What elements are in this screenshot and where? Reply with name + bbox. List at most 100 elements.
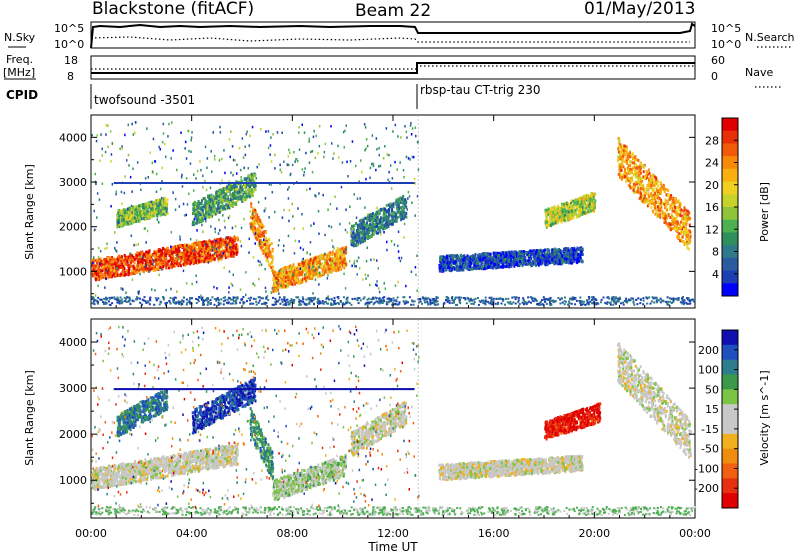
data-point <box>96 261 99 265</box>
data-point <box>384 224 386 228</box>
data-point <box>137 219 140 223</box>
data-point <box>387 217 389 221</box>
data-point <box>119 265 122 269</box>
data-point <box>481 265 484 269</box>
data-point <box>117 264 120 268</box>
data-point <box>206 252 209 256</box>
data-point <box>144 259 147 263</box>
data-point <box>163 259 166 263</box>
data-point <box>475 261 478 265</box>
data-point <box>337 268 340 272</box>
data-point <box>205 211 208 215</box>
data-point <box>197 200 200 203</box>
data-point <box>104 271 107 275</box>
data-point <box>129 217 132 221</box>
frequency-trace <box>91 62 695 74</box>
data-point <box>122 259 125 263</box>
data-point <box>139 267 142 271</box>
data-point <box>446 255 449 259</box>
data-point <box>225 189 228 193</box>
data-point <box>309 275 312 279</box>
data-point <box>202 257 205 261</box>
data-point <box>127 222 130 226</box>
data-point <box>364 237 367 240</box>
data-point <box>371 234 374 238</box>
data-point <box>131 269 134 273</box>
data-point <box>439 258 442 262</box>
data-point <box>126 263 129 267</box>
data-point <box>327 255 330 259</box>
data-point <box>136 263 139 267</box>
data-point <box>237 197 240 201</box>
data-point <box>305 258 308 262</box>
data-point <box>541 256 544 260</box>
data-point <box>479 258 481 262</box>
data-point <box>510 263 513 267</box>
data-point <box>179 256 181 259</box>
data-point <box>246 192 249 195</box>
data-point <box>545 253 548 257</box>
data-point <box>142 203 145 206</box>
data-point <box>144 267 147 271</box>
data-point <box>190 261 192 265</box>
data-point <box>190 254 193 258</box>
data-point <box>128 267 131 271</box>
data-point <box>253 226 256 229</box>
data-point <box>287 284 290 288</box>
data-point <box>174 245 177 249</box>
data-point <box>103 258 106 262</box>
data-point <box>135 255 137 259</box>
data-point <box>258 240 261 244</box>
data-point <box>564 260 567 264</box>
data-point <box>216 249 219 253</box>
data-point <box>106 257 109 261</box>
data-point <box>141 210 144 214</box>
data-point <box>294 282 296 286</box>
data-point <box>223 253 226 257</box>
data-point <box>202 248 205 252</box>
data-point <box>264 243 266 246</box>
data-point <box>183 251 186 255</box>
data-point <box>208 239 211 243</box>
data-point <box>358 219 361 223</box>
data-point <box>208 200 211 204</box>
data-point <box>147 254 150 258</box>
data-point <box>262 230 265 234</box>
data-point <box>131 254 134 258</box>
data-point <box>267 245 270 249</box>
data-point <box>359 241 362 245</box>
data-point <box>329 258 331 262</box>
data-point <box>91 263 94 267</box>
data-point <box>194 260 197 264</box>
data-point <box>161 260 163 264</box>
data-point <box>198 254 201 258</box>
data-point <box>576 257 579 261</box>
data-point <box>238 190 241 194</box>
data-point <box>130 261 133 265</box>
data-point <box>204 251 207 255</box>
data-point <box>91 272 94 276</box>
data-point <box>352 239 355 243</box>
data-point <box>473 260 476 264</box>
data-point <box>116 261 118 265</box>
data-point <box>213 257 216 261</box>
data-point <box>567 248 570 252</box>
data-point <box>546 262 549 266</box>
data-point <box>463 254 466 258</box>
data-point <box>221 243 224 247</box>
data-point <box>165 262 168 266</box>
data-point <box>161 250 163 254</box>
data-point <box>375 219 377 223</box>
data-point <box>236 238 239 242</box>
data-point <box>127 270 130 274</box>
data-point <box>241 195 244 199</box>
data-point <box>159 258 162 262</box>
data-point <box>209 259 212 263</box>
data-point <box>492 254 495 258</box>
data-point <box>195 210 197 214</box>
data-point <box>579 254 582 258</box>
data-point <box>481 257 484 261</box>
data-point <box>169 253 172 257</box>
data-point <box>514 258 517 262</box>
